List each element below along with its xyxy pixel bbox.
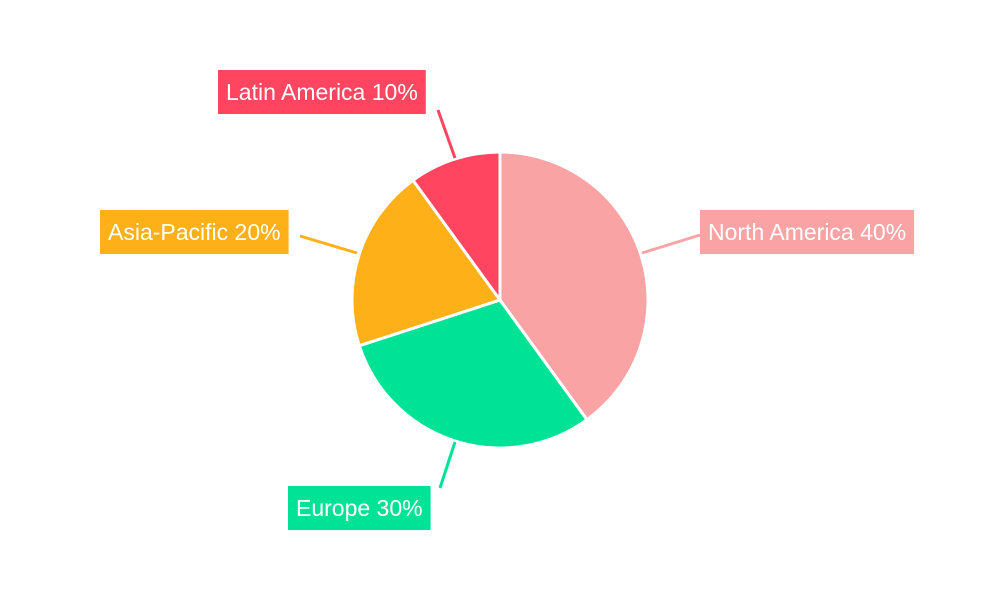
data-label-background [218, 70, 426, 114]
pie-slice-latin-america[interactable] [410, 150, 502, 305]
data-label-asia-pacific: Asia-Pacific 20% [100, 210, 289, 254]
leader-line-asia-pacific [299, 234, 358, 255]
data-label-text: Europe 30% [296, 495, 423, 521]
leader-line-europe [438, 441, 457, 489]
data-label-background [700, 210, 915, 254]
data-label-background [100, 210, 289, 254]
pie-slice-europe[interactable] [357, 298, 590, 450]
data-label-europe: Europe 30% [288, 486, 431, 530]
leader-line-north-america [641, 233, 701, 255]
data-label-north-america: North America 40% [700, 210, 915, 254]
data-label-text: Asia-Pacific 20% [108, 219, 281, 245]
pie-slice-north-america[interactable] [498, 150, 650, 422]
leader-line-latin-america [436, 109, 457, 159]
data-label-text: Latin America 10% [226, 79, 418, 105]
data-label-text: North America 40% [708, 219, 906, 245]
pie-slice-asia-pacific[interactable] [350, 178, 503, 348]
data-label-latin-america: Latin America 10% [218, 70, 426, 114]
data-label-background [288, 486, 431, 530]
